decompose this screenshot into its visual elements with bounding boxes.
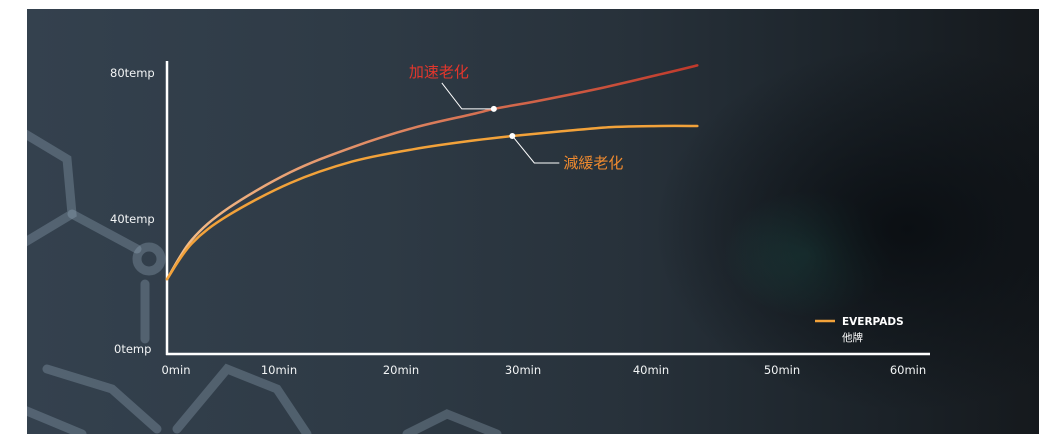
annotation-marker xyxy=(490,105,497,112)
legend-label-everpads: EVERPADS xyxy=(842,316,904,328)
annotation-label-accelerated-aging: 加速老化 xyxy=(409,63,469,81)
line-chart: 80temp 40temp 0temp 0min 10min 20min 30m… xyxy=(27,61,930,434)
chart-panel: 80temp 40temp 0temp 0min 10min 20min 30m… xyxy=(27,9,1039,434)
x-tick-label: 30min xyxy=(505,363,541,377)
y-tick-label: 40temp xyxy=(110,212,155,226)
y-tick-label: 0temp xyxy=(114,342,151,356)
legend: EVERPADS 他牌 xyxy=(815,316,904,344)
x-tick-label: 20min xyxy=(383,363,419,377)
x-tick-label: 60min xyxy=(890,363,926,377)
x-tick-label: 0min xyxy=(161,363,190,377)
annotation-marker xyxy=(509,132,516,139)
series-line-everpads xyxy=(165,124,699,281)
x-tick-label: 10min xyxy=(261,363,297,377)
series-line-other-brand xyxy=(165,64,699,281)
annotation-label-slowed-aging: 減緩老化 xyxy=(563,154,623,172)
y-tick-label: 80temp xyxy=(110,66,155,80)
molecule-background xyxy=(27,129,502,434)
legend-label-other-brand: 他牌 xyxy=(842,331,863,344)
x-tick-label: 50min xyxy=(764,363,800,377)
x-tick-label: 40min xyxy=(633,363,669,377)
annotation-leader-line xyxy=(441,82,494,110)
annotation-leader-line xyxy=(511,135,560,164)
